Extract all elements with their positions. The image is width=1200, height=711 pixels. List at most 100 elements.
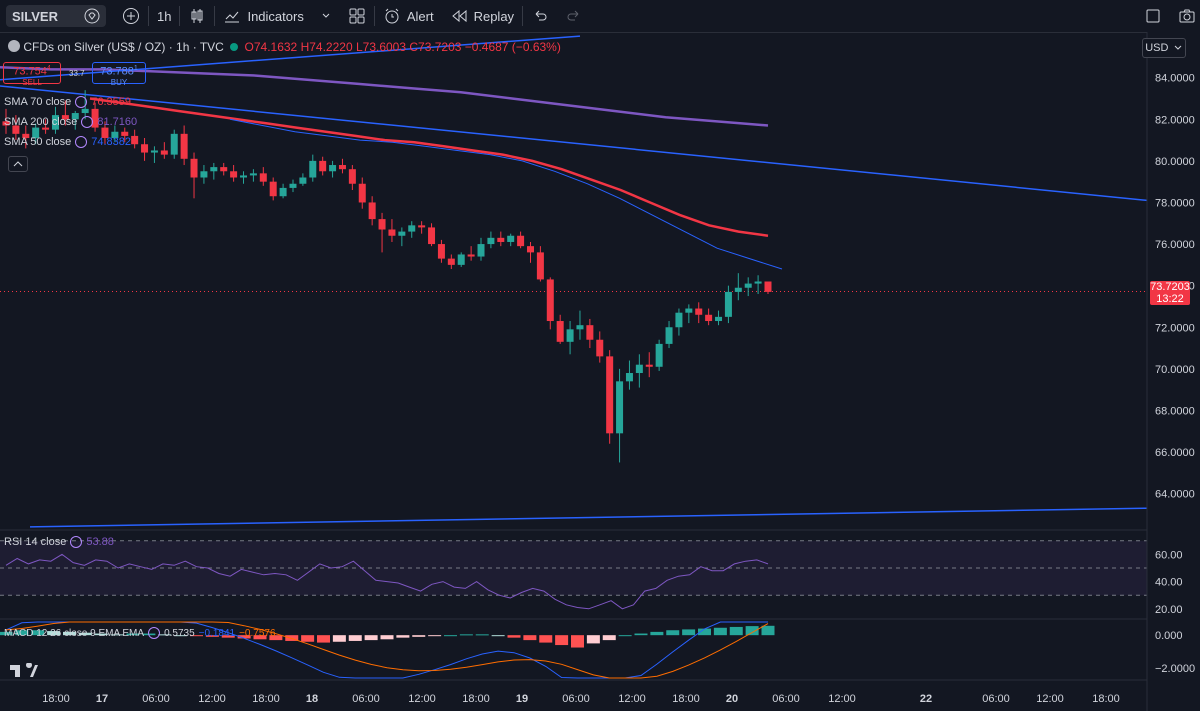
indicator-sma70[interactable]: SMA 70 close 76.3559 xyxy=(4,96,131,108)
sell-price: 73.754 xyxy=(13,65,47,78)
undo-button[interactable] xyxy=(523,0,557,32)
candle-body xyxy=(764,281,772,292)
macd-hist-bar xyxy=(47,631,61,636)
grid xyxy=(0,529,1200,681)
time-tick-label: 06:00 xyxy=(142,693,170,705)
currency-selector[interactable]: USD xyxy=(1142,38,1186,58)
macd-tick-label: −2.0000 xyxy=(1155,663,1195,675)
plus-circle-icon xyxy=(123,8,139,24)
macd-hist-bar xyxy=(31,630,45,636)
eye-icon[interactable] xyxy=(75,136,88,148)
candle-body xyxy=(715,316,723,322)
time-tick-label: 19 xyxy=(516,693,528,705)
eye-icon[interactable] xyxy=(75,96,88,108)
sma200-value: 81.7160 xyxy=(97,116,138,128)
indicator-macd[interactable]: MACD 12 26 close 9 EMA EMA 0.5735 −0.184… xyxy=(4,627,276,639)
macd-hist-bar xyxy=(174,635,188,637)
price-tick-label: 64.0000 xyxy=(1155,489,1195,501)
macd-hist-bar xyxy=(586,635,600,644)
candle-body xyxy=(744,283,752,288)
price-axis: 84.000082.000080.000078.000076.000074.00… xyxy=(1146,32,1200,711)
macd-hist-bar xyxy=(539,635,553,643)
indicator-rsi[interactable]: RSI 14 close 53.88 xyxy=(4,536,114,548)
time-tick-label: 06:00 xyxy=(562,693,590,705)
fullscreen-button[interactable] xyxy=(1136,0,1170,32)
ohlc-low: L73.6003 xyxy=(355,40,407,54)
macd-hist-bar xyxy=(78,632,92,636)
candle-body xyxy=(526,246,534,253)
macd-tick-label: 0.000 xyxy=(1155,630,1183,642)
macd-hist-bar xyxy=(428,635,442,637)
macd-hist-bar xyxy=(412,635,426,637)
replay-button[interactable]: Replay xyxy=(442,0,522,32)
toolbar-separator xyxy=(214,6,216,26)
macd-hist-bar xyxy=(491,635,505,637)
candle-body xyxy=(240,175,248,178)
candle-body xyxy=(259,173,267,182)
tv-logo-icon xyxy=(10,662,38,677)
currency-label: USD xyxy=(1145,42,1169,54)
candle-body xyxy=(91,108,99,128)
candle-body xyxy=(457,254,465,265)
diamond-icon[interactable] xyxy=(84,8,100,24)
eye-icon[interactable] xyxy=(81,116,94,128)
macd-hist-bar xyxy=(444,635,457,637)
collapse-legend-button[interactable] xyxy=(8,156,28,172)
ohlc-open: O74.1632 xyxy=(244,40,298,54)
macd-hist-bar xyxy=(0,631,13,636)
indicators-label: Indicators xyxy=(247,8,304,24)
last-price-value: 73.7203 xyxy=(1150,281,1190,293)
redo-button[interactable] xyxy=(557,0,591,32)
interval-label: 1h xyxy=(157,8,172,24)
rsi-tick-label: 20.00 xyxy=(1155,604,1183,616)
overlay-lines xyxy=(0,35,1148,528)
time-tick-label: 18:00 xyxy=(672,693,700,705)
alert-button[interactable]: Alert xyxy=(375,0,442,32)
add-symbol-button[interactable] xyxy=(114,0,148,32)
eye-icon[interactable] xyxy=(70,536,83,548)
macd-value-2: −0.1841 xyxy=(198,627,236,639)
candle-body xyxy=(61,115,69,120)
screenshot-button[interactable] xyxy=(1170,0,1200,32)
candle-body xyxy=(319,160,327,172)
candle-body xyxy=(141,144,149,153)
buy-button[interactable]: 73.7881 BUY xyxy=(92,62,146,87)
interval-button[interactable]: 1h xyxy=(149,0,179,32)
toolbar-separator xyxy=(373,6,375,26)
macd-hist-bar xyxy=(301,635,315,642)
indicators-button[interactable]: Indicators xyxy=(215,0,339,32)
chart-canvas[interactable]: 84.000082.000080.000078.000076.000074.00… xyxy=(0,32,1200,711)
sell-button[interactable]: 73.7544 SELL xyxy=(3,62,61,87)
time-tick-label: 18:00 xyxy=(42,693,70,705)
candle-body xyxy=(329,165,337,172)
sma50-line xyxy=(229,118,783,270)
price-axis-bg xyxy=(1147,32,1200,711)
layout-button[interactable] xyxy=(340,0,374,32)
time-tick-label: 18:00 xyxy=(462,693,490,705)
eye-icon[interactable] xyxy=(148,627,161,639)
chevron-up-icon xyxy=(13,161,23,167)
symbol-search[interactable]: SILVER xyxy=(6,5,106,27)
indicator-sma50[interactable]: SMA 50 close 74.8382 xyxy=(4,136,131,148)
toolbar-separator xyxy=(179,6,181,26)
candle-body xyxy=(289,183,297,188)
macd-value-3: −0.7576 xyxy=(239,627,276,639)
macd-hist-bar xyxy=(634,633,648,636)
candle-body xyxy=(655,343,663,367)
chart-type-button[interactable] xyxy=(180,0,214,32)
macd-hist-bar xyxy=(221,635,235,638)
candle-body xyxy=(42,127,50,130)
price-tick-label: 82.0000 xyxy=(1155,114,1195,126)
macd-hist-bar xyxy=(713,627,727,636)
ohlc-change: −0.4687 (−0.63%) xyxy=(464,40,561,54)
candle-body xyxy=(2,121,10,126)
toolbar-separator xyxy=(148,6,149,26)
macd-pane: 0.000 −2.0000 xyxy=(0,621,1195,679)
candle-body xyxy=(121,131,129,136)
spread-value: 33.7 xyxy=(69,69,85,78)
buy-price: 73.788 xyxy=(100,65,134,78)
tradingview-logo[interactable] xyxy=(10,662,38,685)
candle-body xyxy=(596,339,604,357)
candle-body xyxy=(408,225,416,232)
indicator-sma200[interactable]: SMA 200 close 81.7160 xyxy=(4,116,137,128)
